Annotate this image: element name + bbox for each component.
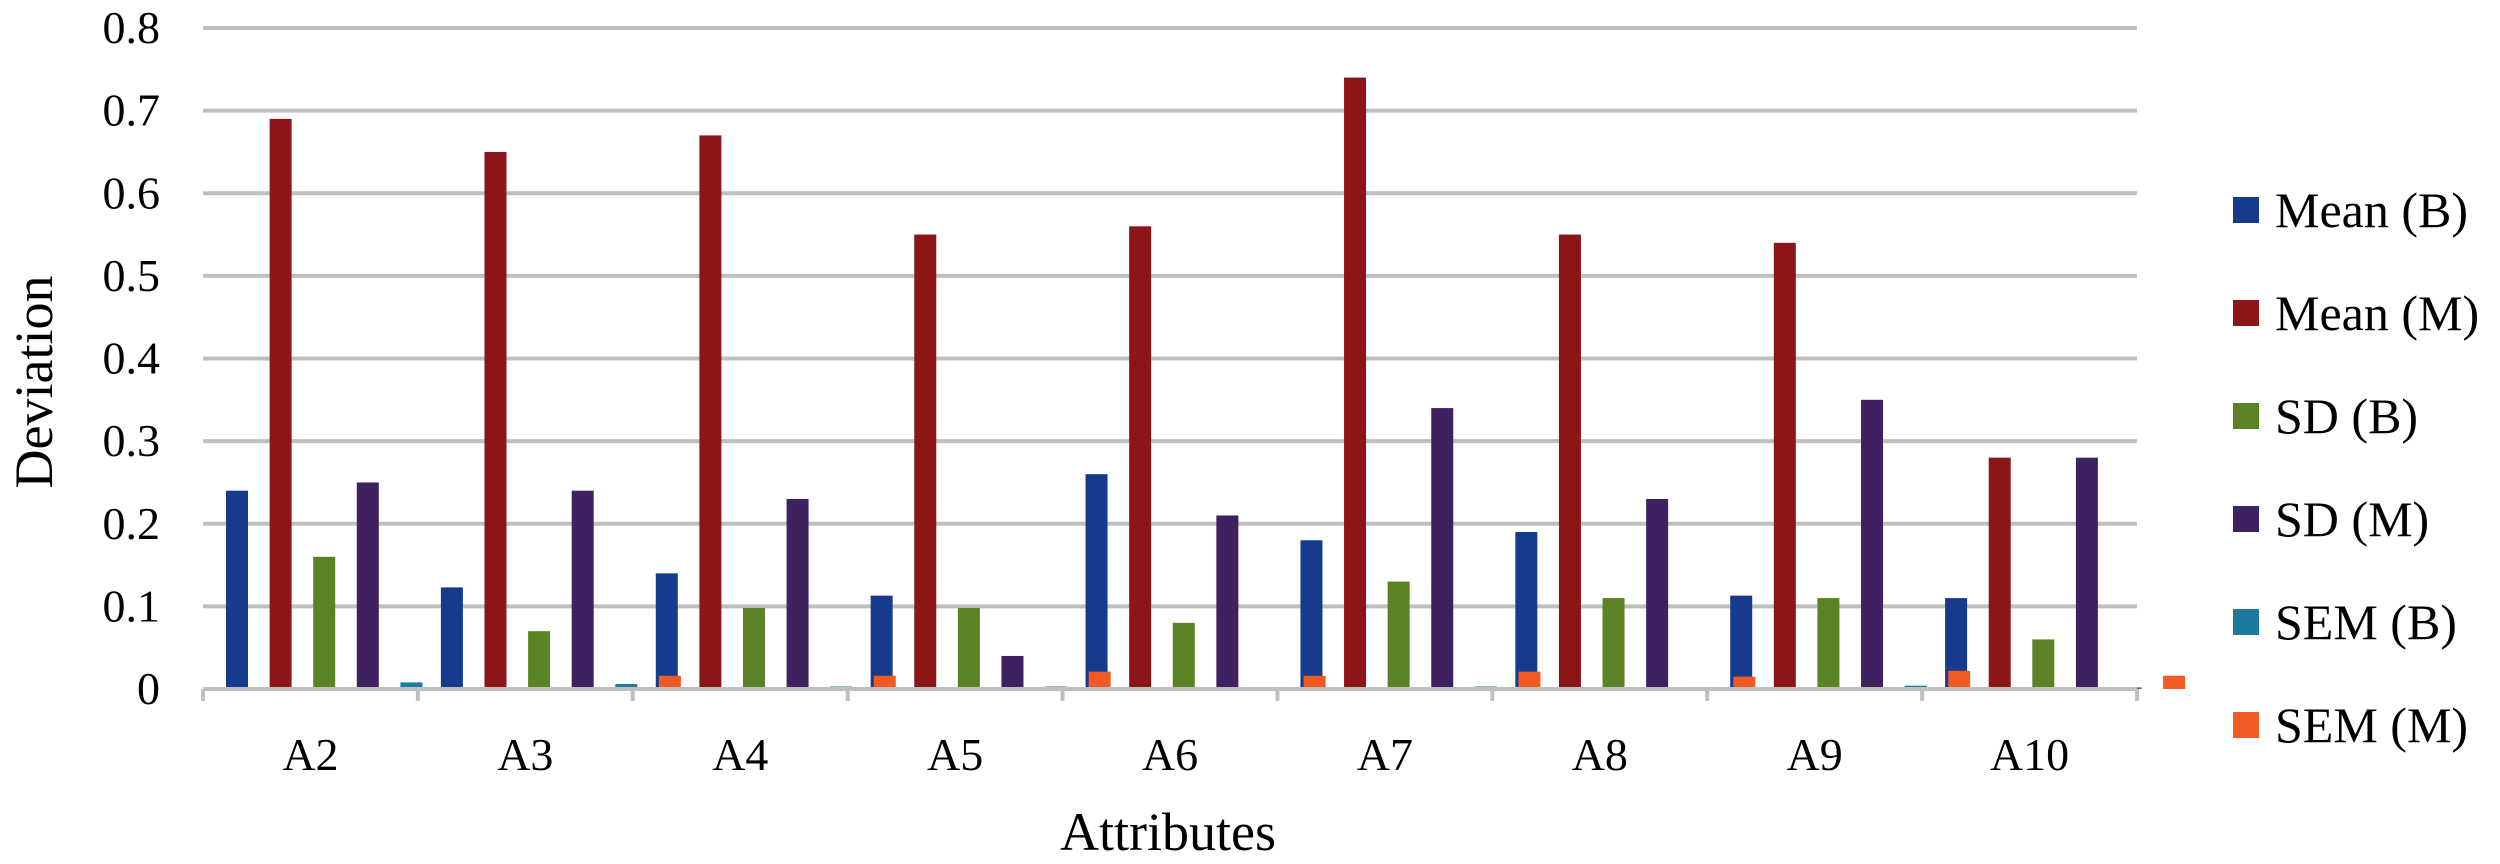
y-axis-ticks: 0 0.1 0.2 0.3 0.4 0.5 0.6 0.7 0.8 <box>103 2 161 714</box>
legend-swatch <box>2233 506 2259 532</box>
bar <box>786 498 809 689</box>
bar <box>1773 242 1796 689</box>
bar <box>356 482 379 689</box>
legend-item: Mean (M) <box>2233 285 2479 341</box>
y-tick-label: 0.8 <box>103 2 161 53</box>
bar <box>400 682 423 689</box>
bar <box>1129 226 1152 690</box>
x-tick-label: A9 <box>1787 729 1843 780</box>
bar <box>1948 670 1971 689</box>
bar <box>957 608 980 689</box>
bar <box>2163 675 2186 689</box>
bar <box>1001 655 1024 689</box>
legend-item: Mean (B) <box>2233 182 2468 238</box>
legend-swatch <box>2233 712 2259 738</box>
legend-item: SD (B) <box>2233 388 2418 444</box>
y-tick-label: 0.6 <box>103 167 161 218</box>
bar <box>1431 408 1454 689</box>
bar <box>528 631 551 689</box>
x-tick-label: A3 <box>497 729 553 780</box>
bar <box>2075 457 2098 689</box>
y-tick-label: 0 <box>137 663 160 714</box>
x-tick-label: A8 <box>1572 729 1628 780</box>
bar <box>269 118 292 689</box>
legend-label: SD (M) <box>2275 491 2429 547</box>
legend-item: SEM (B) <box>2233 594 2457 650</box>
bar <box>870 595 893 689</box>
x-tick-label: A10 <box>1990 729 2069 780</box>
bar <box>1602 598 1625 689</box>
legend-swatch <box>2233 300 2259 326</box>
x-tick-label: A5 <box>927 729 983 780</box>
bar <box>440 587 463 689</box>
bar <box>484 151 507 689</box>
bars <box>226 77 2186 690</box>
x-axis-title: Attributes <box>1060 802 1276 862</box>
x-tick-label: A2 <box>282 729 338 780</box>
bar <box>1518 671 1541 689</box>
bar <box>1344 77 1367 689</box>
y-tick-label: 0.2 <box>103 498 161 549</box>
legend-swatch <box>2233 403 2259 429</box>
bar <box>742 608 765 689</box>
legend-label: SEM (M) <box>2275 697 2468 753</box>
bar <box>226 490 248 689</box>
bar <box>873 675 896 689</box>
x-tick-label: A6 <box>1142 729 1198 780</box>
bar <box>655 573 678 689</box>
bar <box>1515 532 1538 689</box>
x-tick-label: A7 <box>1357 729 1413 780</box>
bar <box>1730 595 1753 689</box>
y-tick-label: 0.1 <box>103 580 161 631</box>
legend-item: SEM (M) <box>2233 697 2468 753</box>
bar <box>914 234 937 689</box>
legend-label: SEM (B) <box>2275 594 2457 650</box>
bar <box>1733 676 1756 689</box>
bar <box>1558 234 1581 689</box>
bar <box>1085 474 1108 689</box>
legend-item: SD (M) <box>2233 491 2429 547</box>
bar <box>658 675 681 689</box>
y-tick-label: 0.7 <box>103 85 161 136</box>
bar <box>1172 622 1195 689</box>
y-tick-label: 0.4 <box>103 333 161 384</box>
y-tick-label: 0.5 <box>103 250 161 301</box>
bar <box>1088 671 1111 689</box>
bar <box>1988 457 2011 689</box>
bar <box>1303 675 1326 689</box>
bar <box>1387 581 1410 689</box>
legend-label: SD (B) <box>2275 388 2418 444</box>
bar <box>1216 515 1239 689</box>
x-axis-ticks: A2 A3 A4 A5 A6 A7 A8 A9 A10 <box>282 729 2069 780</box>
y-axis-title: Deviation <box>4 276 64 489</box>
bar <box>1945 598 1968 689</box>
bar <box>1861 399 1884 689</box>
bar <box>1646 498 1669 689</box>
bar <box>313 556 336 689</box>
y-tick-label: 0.3 <box>103 415 161 466</box>
bar <box>699 135 722 690</box>
x-axis <box>201 687 2139 701</box>
x-tick-label: A4 <box>712 729 768 780</box>
bar <box>571 490 594 689</box>
gridlines <box>203 26 2137 609</box>
legend-label: Mean (M) <box>2275 285 2479 341</box>
bar <box>615 684 638 689</box>
legend: Mean (B) Mean (M) SD (B) SD (M) SEM (B) SEM (… <box>2233 182 2479 753</box>
legend-label: Mean (B) <box>2275 182 2468 238</box>
bar <box>1300 540 1323 689</box>
bar <box>2032 639 2055 689</box>
bar <box>1817 598 1840 689</box>
legend-swatch <box>2233 609 2259 635</box>
legend-swatch <box>2233 197 2259 223</box>
